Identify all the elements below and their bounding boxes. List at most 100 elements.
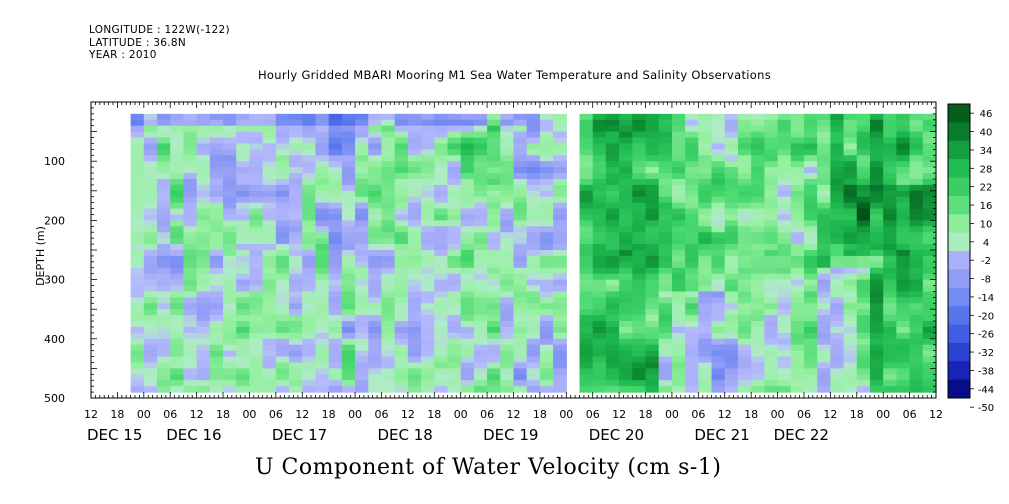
heatmap-cell (223, 261, 237, 269)
heatmap-cell (355, 161, 369, 168)
heatmap-cell (856, 184, 871, 192)
heatmap-cell (196, 309, 211, 316)
heatmap-cell (605, 238, 620, 245)
heatmap-cell (539, 250, 554, 257)
heatmap-cell (209, 255, 224, 263)
heatmap-cell (777, 155, 792, 162)
heatmap-cell (922, 167, 937, 174)
heatmap-cell (579, 226, 594, 233)
heatmap-cell (223, 113, 237, 121)
heatmap-cell (394, 238, 409, 245)
heatmap-cell (869, 309, 884, 316)
heatmap-cell (711, 244, 726, 251)
heatmap-cell (869, 125, 884, 133)
heatmap-cell (130, 214, 145, 221)
heatmap-cell (434, 267, 449, 275)
heatmap-cell (275, 350, 290, 358)
heatmap-cell (751, 326, 765, 334)
heatmap-cell (407, 208, 422, 216)
heatmap-cell (183, 178, 198, 186)
heatmap-cell (355, 214, 369, 221)
heatmap-cell (803, 350, 818, 358)
heatmap-cell (803, 374, 818, 381)
heatmap-cell (526, 362, 541, 369)
heatmap-cell (645, 344, 660, 352)
heatmap-cell (315, 291, 330, 298)
heatmap-cell (698, 196, 713, 204)
heatmap-cell (130, 303, 145, 310)
heatmap-cell (671, 125, 686, 133)
heatmap-cell (896, 113, 911, 121)
heatmap-cell (658, 356, 673, 364)
heatmap-cell (500, 143, 515, 150)
heatmap-cell (777, 255, 792, 263)
heatmap-cell (249, 196, 264, 204)
colorbar-band (948, 177, 970, 197)
heatmap-cell (513, 291, 528, 298)
colorbar-band (948, 379, 970, 399)
heatmap-cell (381, 196, 396, 204)
heatmap-cell (473, 238, 488, 245)
heatmap-cell (553, 208, 567, 216)
heatmap-cell (157, 143, 171, 150)
heatmap-cell (632, 344, 647, 352)
heatmap-cell (817, 338, 831, 346)
heatmap-cell (619, 255, 633, 263)
heatmap-cell (157, 368, 171, 375)
heatmap-cell (500, 326, 515, 334)
heatmap-cell (711, 386, 726, 393)
heatmap-cell (817, 356, 831, 364)
heatmap-cell (223, 309, 237, 316)
colorbar-label: -50 (978, 403, 994, 414)
heatmap-cell (658, 338, 673, 346)
heatmap-cell (632, 291, 647, 298)
heatmap-cell (619, 155, 633, 162)
heatmap-cell (830, 386, 845, 393)
heatmap-cell (223, 279, 237, 287)
heatmap-cell (777, 202, 792, 210)
heatmap-cell (130, 250, 145, 257)
heatmap-cell (724, 303, 739, 310)
heatmap-cell (236, 309, 251, 316)
heatmap-cell (421, 208, 435, 216)
heatmap-cell (487, 321, 501, 328)
heatmap-cell (196, 344, 211, 352)
heatmap-cell (830, 202, 845, 210)
heatmap-cell (526, 368, 541, 375)
heatmap-cell (223, 214, 237, 221)
heatmap-cell (157, 297, 171, 304)
heatmap-cell (671, 261, 686, 269)
heatmap-cell (434, 178, 449, 186)
heatmap-cell (737, 202, 752, 210)
heatmap-cell (698, 338, 713, 346)
heatmap-cell (737, 285, 752, 293)
heatmap-cell (487, 267, 501, 275)
heatmap-cell (328, 332, 343, 340)
heatmap-cell (143, 190, 158, 198)
heatmap-cell (579, 326, 594, 334)
heatmap-cell (922, 255, 937, 263)
heatmap-cell (513, 386, 528, 393)
heatmap-cell (909, 350, 924, 358)
heatmap-cell (658, 137, 673, 145)
heatmap-cell (381, 309, 396, 316)
heatmap-cell (328, 208, 343, 216)
heatmap-cell (460, 250, 475, 257)
heatmap-cell (632, 285, 647, 293)
x-day-label: DEC 20 (589, 426, 644, 444)
heatmap-cell (341, 386, 356, 393)
heatmap-cell (460, 161, 475, 168)
heatmap-cell (896, 356, 911, 364)
heatmap-cell (289, 386, 303, 393)
heatmap-cell (830, 291, 845, 298)
heatmap-cell (487, 291, 501, 298)
heatmap-cell (896, 350, 911, 358)
heatmap-cell (711, 267, 726, 275)
heatmap-cell (500, 220, 515, 227)
heatmap-cell (460, 131, 475, 139)
heatmap-cell (724, 350, 739, 358)
heatmap-cell (355, 250, 369, 257)
heatmap-cell (592, 155, 607, 162)
heatmap-cell (909, 297, 924, 304)
heatmap-cell (170, 386, 185, 393)
